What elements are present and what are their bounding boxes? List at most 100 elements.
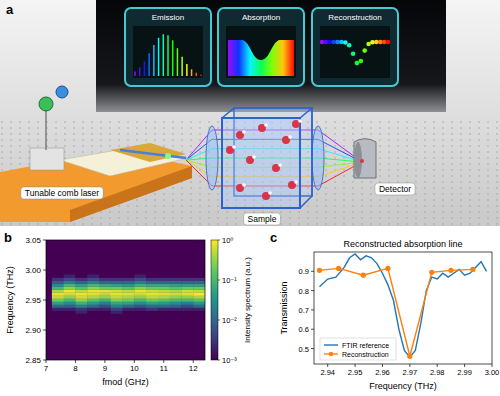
heatmap-cell [123,299,135,302]
x-tick [409,364,410,367]
y-tick [43,360,46,361]
heatmap-cell [75,302,87,305]
heatmap-cell [123,302,135,305]
inset-title: Absorption [242,13,280,22]
heatmap-cell [123,284,135,287]
plot-background [46,240,205,360]
heatmap-cell [134,287,146,290]
emission-line [191,69,193,76]
y-tick-label: 0.6 [299,325,309,334]
heatmap-cell [158,278,170,281]
heatmap-cell [87,293,99,296]
heatmap-cell [193,284,205,287]
heatmap-cell [87,299,99,302]
heatmap-cell [158,296,170,299]
cube-edge [222,108,312,118]
heatmap-cell [111,311,123,314]
molecule-atom [242,183,246,187]
heatmap-cell [64,305,76,308]
heatmap-cell [64,308,76,311]
heatmap-cell [52,308,64,311]
backdrop [0,0,500,226]
detector [354,139,376,178]
absorption-band [228,40,294,76]
x-tick-label: 9 [103,364,108,373]
heatmap-cell [146,284,158,287]
inset-title: Reconstruction [328,13,381,22]
heatmap-cell [123,290,135,293]
heatmap-cell [170,281,182,284]
absorption-dip [228,39,294,60]
heatmap-cell [64,281,76,284]
heatmap-cell [158,290,170,293]
heatmap-cell [193,275,205,278]
y-tick [311,348,314,349]
heatmap-cell [75,275,87,278]
x-tick [134,360,135,363]
emission-line [172,40,174,76]
heatmap-cell [99,287,111,290]
x-tick [492,364,493,367]
y-tick-label: 0.5 [299,345,309,354]
heatmap-cell [111,287,123,290]
heatmap-cell [87,308,99,311]
legend-swatch [324,344,338,345]
heatmap-cell [146,296,158,299]
heatmap-cell [99,308,111,311]
molecule-atom [298,119,302,123]
heatmap-cell [134,311,146,314]
inset: Emission [125,8,211,86]
heatmap-cell [75,299,87,302]
reconstruction-dot [362,48,367,53]
heatmap-cell [123,311,135,314]
y-tick-label: 3.05 [25,236,41,245]
heatmap-cell [123,308,135,311]
heatmap-cell [52,305,64,308]
x-tick-label: 2.98 [430,368,445,377]
heatmap-cell [134,278,146,281]
heatmap-cell [134,293,146,296]
x-tick-label: 8 [73,364,78,373]
heatmap-cell [134,296,146,299]
heatmap-cell [64,275,76,278]
series-line [319,254,486,357]
emission-line [167,35,169,76]
heatmap-cell [181,293,193,296]
heatmap-cell [52,296,64,299]
colorbar-tick [218,280,220,281]
heatmap-cell [134,308,146,311]
colorbar [211,240,218,360]
heatmap-cell [75,284,87,287]
x-tick [464,364,465,367]
heatmap-cell [193,293,205,296]
legend-label: Reconstruction [342,351,389,358]
heatmap-cell [134,290,146,293]
heatmap-cell [123,296,135,299]
colorbar-tick [218,360,220,361]
x-tick [46,360,47,363]
y-tick [311,290,314,291]
heatmap-cell [146,302,158,305]
heatmap-cell [99,278,111,281]
heatmap-cell [158,302,170,305]
heatmap-cell [146,281,158,284]
heatmap-cell [123,287,135,290]
emission-line [153,45,155,76]
heatmap-cell [64,302,76,305]
x-tick-label: 2.95 [348,368,363,377]
emission-line [144,61,146,76]
heatmap-cell [99,284,111,287]
legend-box [320,338,396,360]
molecule-atom [232,145,236,149]
heatmap-cell [75,281,87,284]
heatmap-cell [146,299,158,302]
y-tick-label: 0.7 [299,306,309,315]
label-box [375,183,415,195]
heatmap-cell [170,308,182,311]
heatmap-cell [75,293,87,296]
heatmap-cell [75,278,87,281]
reconstruction-dot [386,40,391,45]
x-tick [437,364,438,367]
heatmap-cell [170,278,182,281]
heatmap-cell [64,278,76,281]
